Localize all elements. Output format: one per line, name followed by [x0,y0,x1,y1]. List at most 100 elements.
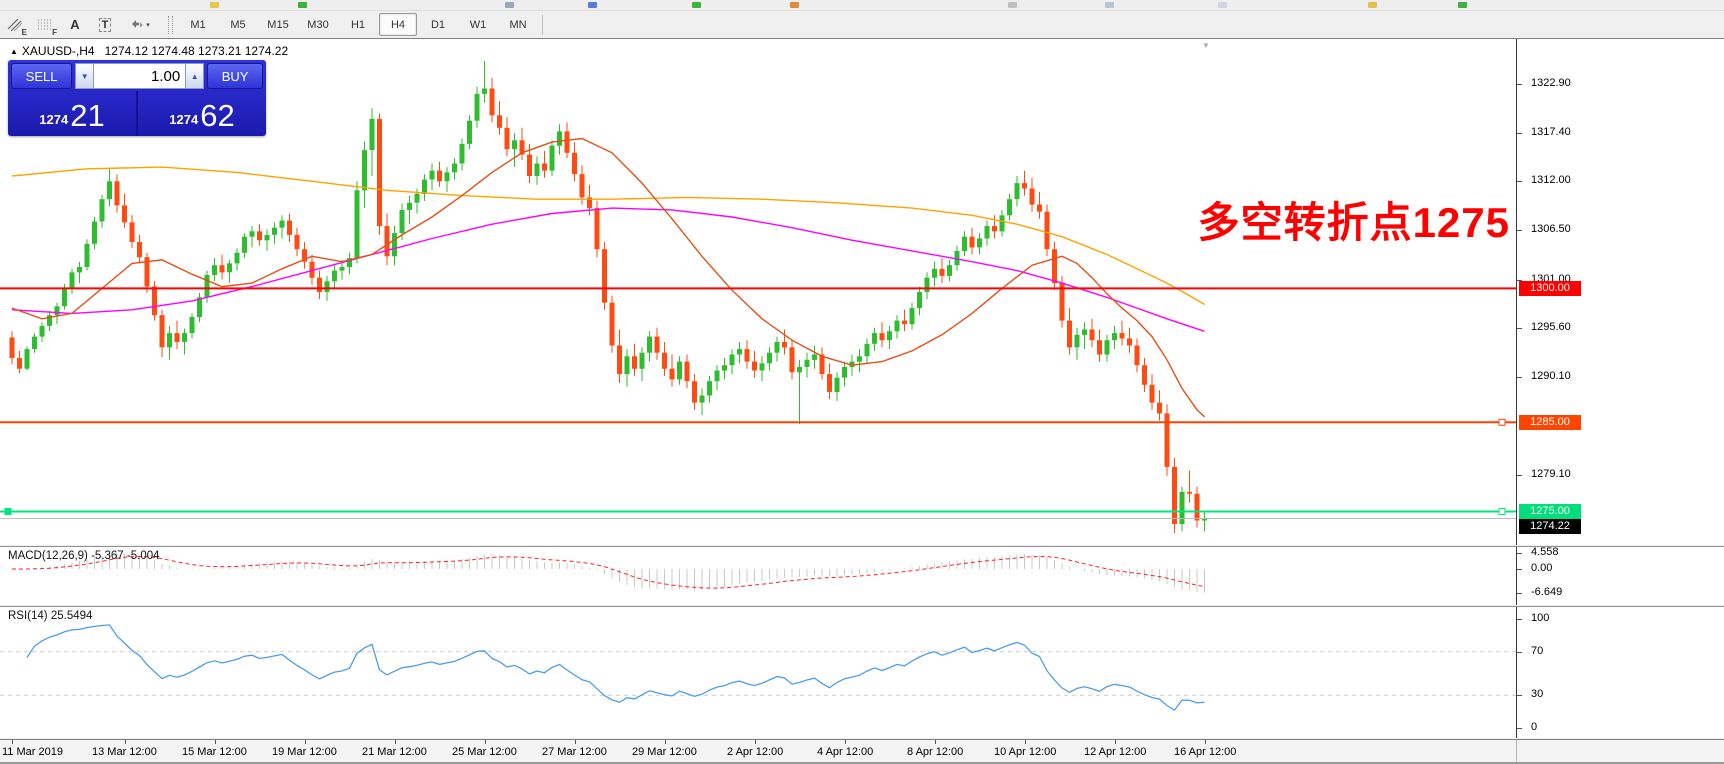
time-tick-mark [935,740,936,744]
timeframe-button-d1[interactable]: D1 [430,18,446,31]
price-tag-1300-00: 1300.00 [1519,281,1581,296]
macd-tick-label: -6.649 [1531,586,1563,598]
price-tick-label: 1279.10 [1531,468,1571,480]
candles [9,60,1207,533]
price-tick-mark [1517,133,1522,134]
rsi-tick-label: 0 [1531,721,1538,733]
rsi-tick-mark [1517,695,1522,696]
price-tick-label: 1306.50 [1531,223,1571,235]
rsi-tick-mark [1517,619,1522,620]
buy-price-display: 1274 62 [138,91,266,136]
time-tick-label: 29 Mar 12:00 [632,746,697,758]
macd-tick-label: 0.00 [1531,562,1553,574]
price-tick-mark [1517,280,1522,281]
timeframe-button-w1[interactable]: W1 [469,18,487,31]
time-tick-mark [1205,740,1206,744]
sell-price-small-digits: 1274 [39,112,69,127]
chinese-annotation-text: 多空转折点1275 [1197,199,1510,246]
sell-button-label: SELL [25,68,58,84]
equidistant-channel-tool-button[interactable]: E [1,13,29,37]
timeframe-button-m30[interactable]: M30 [307,18,329,31]
price-tick-mark [1517,328,1522,329]
toolbar-drag-handle[interactable] [168,15,173,34]
hline-support-1285-right-handle[interactable] [1498,418,1506,426]
time-tick-mark [1025,740,1026,744]
volume-increase-button[interactable]: ▲ [185,63,205,89]
toolbar-icon-fragment [505,2,514,8]
timeframe-button-m1[interactable]: M1 [190,18,206,31]
arrows-tool-button[interactable]: ▾ [121,13,159,37]
time-tick-mark [12,740,13,744]
rsi-line [26,624,1205,711]
time-tick-label: 15 Mar 12:00 [182,746,247,758]
time-tick-label: 16 Apr 12:00 [1174,746,1237,758]
equidistant-channel-icon [7,18,23,31]
collapse-triangle-icon: ▲ [10,47,18,56]
time-tick-label: 11 Mar 2019 [2,746,63,758]
text-label-icon: T [98,17,112,32]
toolbar-icon-fragment [692,2,701,8]
price-chart-plot-area[interactable]: ▲ XAUUSD-,H4 1274.12 1274.48 1273.21 1274.… [0,39,1517,545]
volume-decrease-button[interactable]: ▼ [75,63,95,89]
sell-button[interactable]: SELL [11,63,73,89]
ma-fast-line[interactable] [11,137,1205,418]
timeframe-button-mn[interactable]: MN [509,18,527,31]
toolbar-separator [542,14,543,35]
timeframe-button-h1[interactable]: H1 [350,18,366,31]
channel-badge: E [21,27,27,37]
price-axis[interactable]: 1322.90 1317.40 1312.00 1306.50 1301.00 1295.… [1517,39,1724,545]
toolbar-icon-fragment [1458,2,1467,8]
time-tick-mark [125,740,126,744]
rsi-chart [0,624,1516,711]
caret-up-icon: ▲ [190,71,199,81]
ohlc-readout: 1274.12 1274.48 1273.21 1274.22 [104,44,289,58]
time-tick-label: 12 Apr 12:00 [1084,746,1147,758]
time-tick-mark [305,740,306,744]
time-tick-mark [755,740,756,744]
price-tick-label: 1322.90 [1531,77,1571,89]
time-axis-corner [1517,740,1724,762]
clipped-upper-toolbar [0,0,1724,11]
time-axis-panel: 11 Mar 2019 13 Mar 12:00 15 Mar 12:00 19 Ma… [0,739,1724,762]
macd-plot-area[interactable]: MACD(12,26,9) -5.367 -5.004 [0,547,1517,605]
price-tick-mark [1517,230,1522,231]
sell-price-big-digits: 21 [70,98,105,133]
time-tick-mark [485,740,486,744]
text-tool-button[interactable]: A [61,13,89,37]
fibonacci-icon [38,19,52,29]
rsi-plot-area[interactable]: RSI(14) 25.5494 [0,607,1517,738]
time-tick-label: 13 Mar 12:00 [92,746,157,758]
time-axis[interactable]: 11 Mar 2019 13 Mar 12:00 15 Mar 12:00 19 Ma… [0,740,1517,762]
line-studies-and-timeframe-toolbar: E F A T ▾ M1 M5 M15 M30 H1 H4 D1 W1 MN [0,11,1724,38]
text-label-tool-button[interactable]: T [91,13,119,37]
price-tick-label: 1317.40 [1531,126,1571,138]
main-chart-panel: ▲ XAUUSD-,H4 1274.12 1274.48 1273.21 1274.… [0,38,1724,545]
macd-values: -5.367 -5.004 [91,550,160,562]
hline-pivot-1275-left-handle[interactable] [4,508,12,515]
toolbar-icon-fragment [588,2,597,8]
time-tick-label: 8 Apr 12:00 [907,746,964,758]
timeframe-button-h4[interactable]: H4 [379,13,417,36]
volume-input[interactable] [94,63,186,89]
time-tick-label: 2 Apr 12:00 [727,746,784,758]
rsi-tick-mark [1517,728,1522,729]
price-tag-1275-00: 1275.00 [1519,504,1581,519]
chart-shift-marker-icon[interactable]: ▼ [1202,41,1210,50]
macd-indicator-panel: MACD(12,26,9) -5.367 -5.004 4.558 0.00 -6.… [0,546,1724,605]
timeframe-button-group: M1 M5 M15 M30 H1 H4 D1 W1 MN [178,13,538,36]
buy-button[interactable]: BUY [207,63,263,89]
price-tick-mark [1517,377,1522,378]
price-tick-label: 1290.10 [1531,370,1571,382]
fibonacci-tool-button[interactable]: F [31,13,59,37]
rsi-tick-label: 100 [1531,612,1550,624]
buy-price-small-digits: 1274 [169,112,199,127]
macd-tick-label: 4.558 [1531,547,1559,558]
macd-histogram [19,552,1205,593]
macd-tick-mark [1517,553,1522,554]
timeframe-button-m5[interactable]: M5 [230,18,246,31]
price-tag-1274-22: 1274.22 [1519,519,1581,534]
ma-slow-line[interactable] [11,166,1205,306]
timeframe-button-m15[interactable]: M15 [267,18,289,31]
hline-pivot-1275-right-handle[interactable] [1498,508,1506,515]
